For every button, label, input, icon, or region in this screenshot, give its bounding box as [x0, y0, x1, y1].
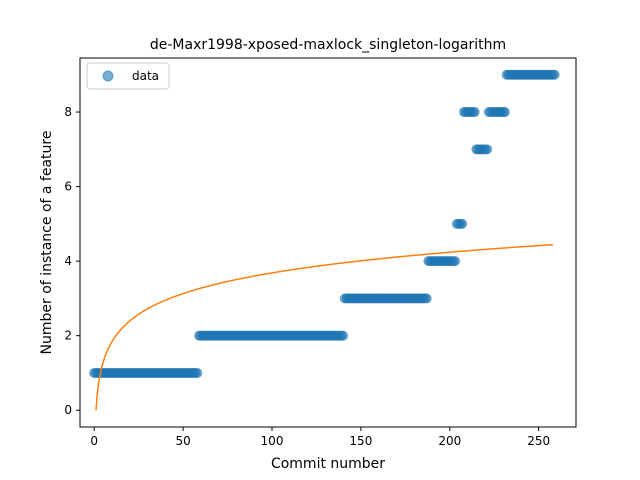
x-tick-label: 50 [175, 434, 190, 448]
x-tick-label: 100 [261, 434, 284, 448]
data-point [457, 218, 468, 229]
scatter-series-data [89, 69, 560, 378]
x-tick-label: 150 [349, 434, 372, 448]
legend-label-data: data [132, 69, 159, 83]
data-point [192, 367, 203, 378]
data-point [338, 330, 349, 341]
y-tick-label: 4 [64, 254, 72, 268]
legend-marker-data [102, 70, 114, 82]
data-point [469, 107, 480, 118]
x-axis: 0 50 100 150 200 250 [90, 427, 550, 448]
y-tick-label: 8 [64, 105, 72, 119]
data-point [549, 69, 560, 80]
x-tick-label: 250 [527, 434, 550, 448]
data-point [421, 293, 432, 304]
y-tick-label: 0 [64, 403, 72, 417]
x-axis-label: Commit number [271, 456, 385, 472]
y-axis-label: Number of instance of a feature [39, 131, 55, 355]
chart-title: de-Maxr1998-xposed-maxlock_singleton-log… [150, 37, 506, 53]
data-point [482, 144, 493, 155]
y-axis: 0 2 4 6 8 [64, 105, 80, 417]
legend-box [86, 62, 170, 90]
fit-line [95, 243, 553, 411]
plot-area-frame [79, 57, 577, 428]
y-tick-label: 6 [64, 180, 72, 194]
legend: data [86, 62, 170, 90]
y-tick-label: 2 [64, 329, 72, 343]
data-point [450, 256, 461, 267]
x-tick-label: 0 [90, 434, 98, 448]
x-tick-label: 200 [438, 434, 461, 448]
data-point [499, 107, 510, 118]
plot-content [89, 69, 560, 411]
